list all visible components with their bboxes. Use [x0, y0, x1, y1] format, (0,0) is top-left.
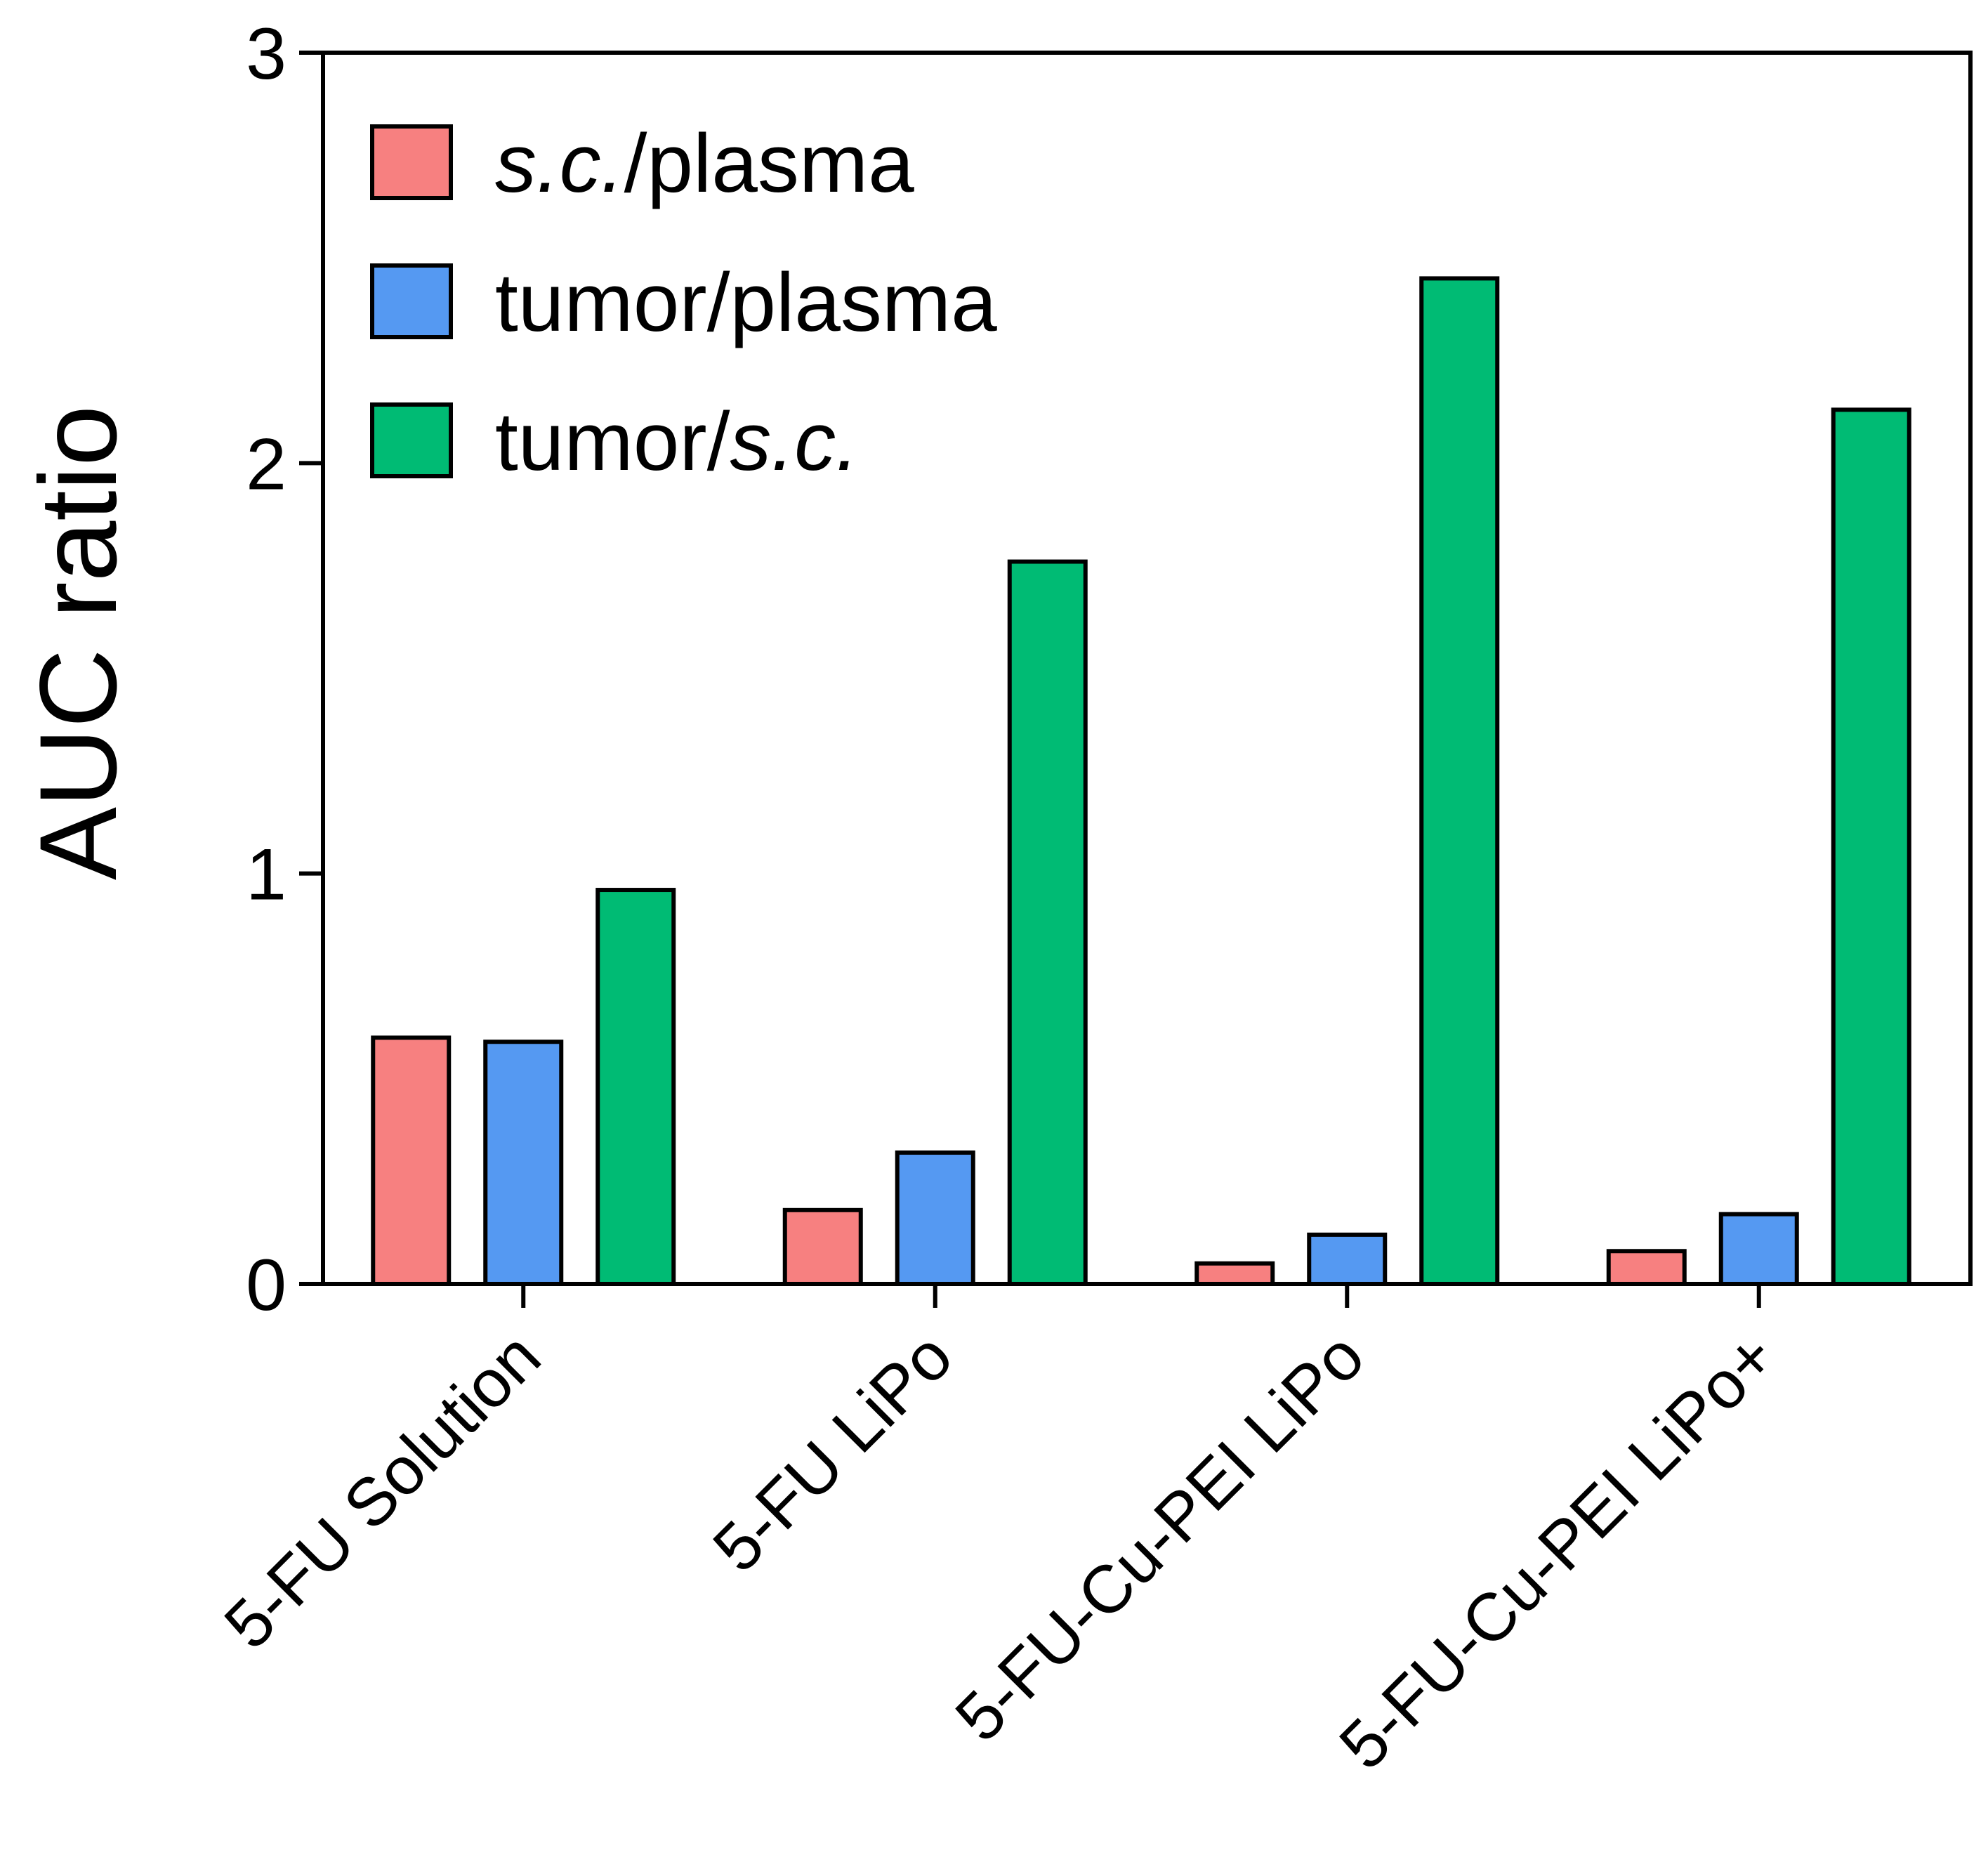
legend-label: s.c./plasma — [495, 117, 914, 210]
bar-s-c-plasma-1 — [371, 1035, 452, 1287]
bar-s-c-plasma-4 — [1606, 1249, 1687, 1286]
bar-tumor-s-c-2 — [1007, 559, 1088, 1286]
legend-label-part: /plasma — [624, 117, 915, 210]
bars — [371, 276, 1911, 1287]
legend-label-part: tumor/ — [495, 395, 730, 488]
y-tick-label: 0 — [246, 1245, 287, 1326]
y-axis-ticks: 0 1 2 3 — [246, 13, 323, 1326]
x-tick-label: 5-FU-Cu-PEI LiPo — [941, 1318, 1378, 1756]
bar-tumor-s-c-1 — [595, 888, 676, 1287]
x-tick-label: 5-FU Solution — [210, 1318, 555, 1663]
bar-tumor-s-c-4 — [1831, 407, 1911, 1286]
x-tick-label: 5-FU-Cu-PEI LiPo+ — [1325, 1318, 1790, 1783]
x-tick-label: 5-FU LiPo — [699, 1318, 966, 1586]
y-tick-label: 2 — [246, 424, 287, 505]
legend-label: tumor/plasma — [495, 256, 997, 349]
bar-s-c-plasma-3 — [1194, 1261, 1275, 1286]
bar-s-c-plasma-2 — [782, 1207, 863, 1286]
bar-tumor-plasma-3 — [1307, 1232, 1388, 1287]
plot-frame — [321, 51, 1973, 1286]
legend-swatch — [370, 402, 453, 478]
plot-border — [321, 51, 1973, 1286]
y-tick-label: 3 — [246, 13, 287, 95]
bar-tumor-s-c-3 — [1419, 276, 1500, 1287]
legend-label-part: tumor/plasma — [495, 256, 997, 349]
legend-swatch — [370, 263, 453, 339]
legend-label-part: s.c. — [495, 117, 624, 210]
y-tick-label: 1 — [246, 834, 287, 916]
legend-label: tumor/s.c. — [495, 395, 859, 488]
legend-swatch — [370, 124, 453, 200]
bar-tumor-plasma-4 — [1718, 1212, 1799, 1286]
legend-label-part: s.c. — [730, 395, 859, 488]
bar-tumor-plasma-2 — [895, 1150, 975, 1286]
y-axis-label: AUC ratio — [18, 405, 140, 880]
bar-tumor-plasma-1 — [483, 1040, 564, 1286]
